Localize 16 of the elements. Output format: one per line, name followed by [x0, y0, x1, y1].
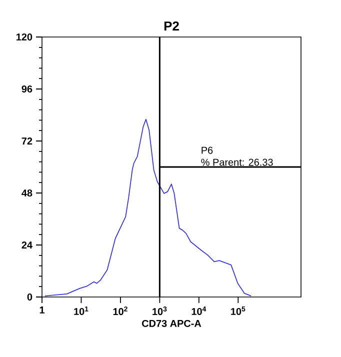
chart-title: P2 [164, 21, 179, 30]
y-tick-label: 0 [27, 293, 32, 301]
x-axis-title: CD73 APC-A [142, 320, 202, 328]
x-tick-label: 10$^{5}$ [231, 306, 246, 316]
y-tick-label: 72 [22, 138, 32, 144]
y-tick-label: 96 [22, 85, 32, 93]
x-tick-label: 10$^{4}$ [192, 306, 206, 316]
ref-line-label: P6 [202, 146, 213, 154]
y-tick-label: 24 [22, 242, 32, 248]
y-tick-label: 48 [22, 189, 32, 197]
y-tick-label: 120 [16, 33, 32, 41]
x-tick-label: 10$^{1}$ [74, 306, 88, 316]
x-tick-label: 10$^{3}$ [152, 306, 167, 316]
annotation: % Parent: 26.33 [201, 158, 273, 166]
x-tick-label: 1 [40, 306, 44, 314]
x-tick-label: 10$^{2}$ [113, 306, 128, 316]
